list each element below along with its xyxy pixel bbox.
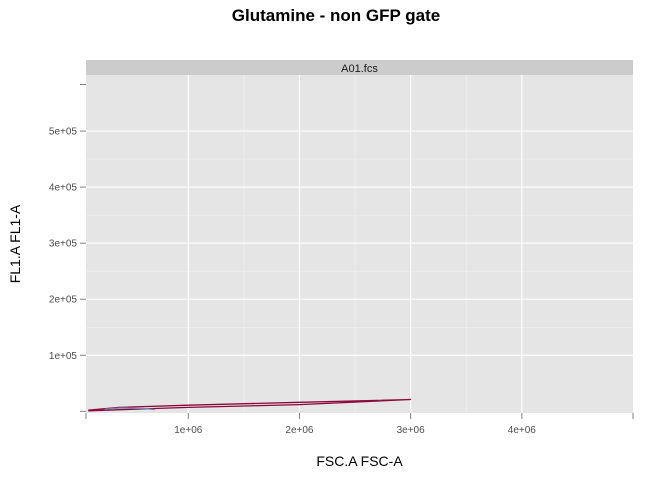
- y-axis-title: FL1.A FL1-A: [7, 204, 23, 283]
- x-tick-label: 1e+06: [174, 425, 203, 436]
- y-tick-label: 4e+05: [49, 183, 78, 194]
- x-tick-label: 2e+06: [285, 425, 314, 436]
- chart-title: Glutamine - non GFP gate: [231, 6, 441, 25]
- x-tick-label: 4e+06: [508, 425, 537, 436]
- y-tick-label: 5e+05: [49, 127, 78, 138]
- grid-lines: [86, 75, 633, 413]
- plot-panel: [86, 75, 633, 413]
- x-tick-label: 3e+06: [397, 425, 426, 436]
- axes: 1e+06 2e+06 3e+06 4e+06 1e+05 2e+05 3e+05 4e+05…: [49, 84, 634, 436]
- y-tick-label: 1e+05: [49, 351, 78, 362]
- series-line: [88, 398, 412, 412]
- x-axis-title: FSC.A FSC-A: [316, 453, 403, 469]
- y-tick-label: 2e+05: [49, 295, 78, 306]
- strip-label: A01.fcs: [341, 63, 378, 75]
- data-series: [88, 398, 412, 412]
- strip-background: [86, 60, 633, 75]
- y-tick-label: 3e+05: [49, 239, 78, 250]
- series-line: [104, 407, 155, 411]
